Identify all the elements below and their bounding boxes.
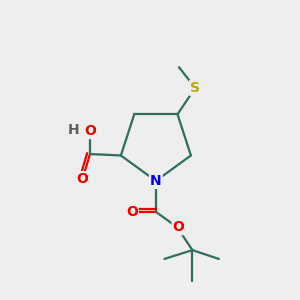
Text: H: H xyxy=(68,123,80,136)
Text: O: O xyxy=(84,124,96,138)
Text: O: O xyxy=(77,172,88,186)
Text: O: O xyxy=(126,205,138,219)
Text: O: O xyxy=(172,220,184,234)
Text: S: S xyxy=(190,81,200,95)
Text: N: N xyxy=(150,174,162,188)
